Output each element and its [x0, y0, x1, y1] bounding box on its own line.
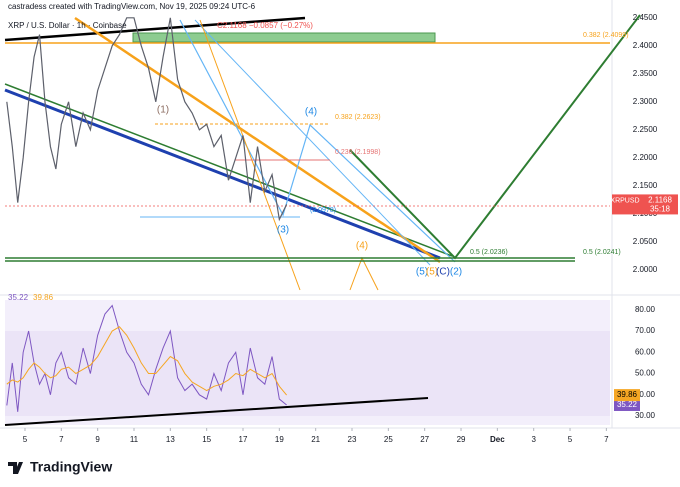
price-line [6, 304, 287, 412]
y-tick-label: 2.3000 [633, 97, 658, 106]
symbol-info: XRP / U.S. Dollar · 1h · Coinbase [8, 21, 127, 30]
credit: castradess created with TradingView.com,… [8, 2, 256, 11]
zone-box [132, 32, 436, 43]
x-tick-label: 9 [95, 435, 100, 444]
rsi-trend-line [4, 397, 429, 426]
annotation: (4) [356, 241, 368, 252]
annotation: 0.5 (2.0236) [470, 249, 508, 256]
y-tick-label: 80.00 [635, 305, 656, 314]
rsi-value: 35.22 [8, 293, 29, 302]
rsi-ma-value: 39.86 [33, 293, 54, 302]
x-tick-label: 7 [59, 435, 64, 444]
rsi-tag-value: 39.86 [617, 390, 638, 399]
trend-line [194, 19, 431, 266]
x-tick-label: 29 [457, 435, 466, 444]
y-tick-label: 30.00 [635, 411, 656, 420]
y-tick-label: 2.4000 [633, 41, 658, 50]
annotation: (1) [157, 105, 169, 116]
rsi-tag-value: 35.22 [617, 400, 638, 409]
x-tick-label: 27 [420, 435, 429, 444]
x-tick-label: Dec [490, 435, 505, 444]
x-tick-label: 3 [531, 435, 536, 444]
x-tick-label: 23 [348, 435, 357, 444]
y-tick-label: 2.1500 [633, 181, 658, 190]
trend-line [4, 88, 441, 260]
y-tick-label: 2.0000 [633, 265, 658, 274]
annotation: 0.236 (2.1998) [335, 149, 381, 156]
drawings [4, 14, 641, 426]
rsi-tag [614, 398, 640, 411]
trend-line [74, 16, 441, 264]
countdown: 35:18 [650, 205, 671, 214]
brand: TradingView [30, 459, 112, 475]
y-tick-label: 2.4500 [633, 13, 658, 22]
annotation: (5) [426, 267, 438, 278]
y-tick-label: 50.00 [635, 369, 656, 378]
rsi-band [5, 331, 610, 416]
x-tick-label: 21 [311, 435, 320, 444]
x-tick-label: 13 [166, 435, 175, 444]
wave-line [199, 19, 301, 291]
annotation: (C) [436, 267, 450, 278]
price-tag [642, 194, 678, 215]
y-tick-label: 40.00 [635, 390, 656, 399]
price-line [6, 326, 287, 396]
annotation: 0.382 (2.2623) [335, 114, 381, 121]
price-line [6, 17, 288, 222]
y-tick-label: 2.0500 [633, 237, 658, 246]
x-tick-label: 5 [568, 435, 573, 444]
annotation: (4) [305, 107, 317, 118]
y-tick-label: 2.3500 [633, 69, 658, 78]
logo: TradingView [8, 459, 112, 475]
quote: C2.1168 −0.0857 (−0.27%) [217, 21, 313, 30]
rsi-tag [614, 389, 640, 402]
y-tick-label: 2.2500 [633, 125, 658, 134]
y-tick-label: 60.00 [635, 347, 656, 356]
price-tag-symbol: XRPUSD [610, 197, 639, 204]
x-tick-label: 19 [275, 435, 284, 444]
annotation: (3) [277, 225, 289, 236]
annotation: (2) [450, 267, 462, 278]
projection-line [349, 14, 641, 260]
annotation: 0.382 (2.4099) [583, 32, 629, 39]
x-tick-label: 15 [202, 435, 211, 444]
logo-mark [8, 462, 23, 474]
x-tick-label: 5 [23, 435, 28, 444]
annotation: (5) [416, 267, 428, 278]
trend-line [4, 83, 453, 257]
wave-line [179, 19, 456, 263]
x-tick-label: 7 [604, 435, 609, 444]
x-tick-label: 17 [239, 435, 248, 444]
y-tick-label: 2.2000 [633, 153, 658, 162]
trend-line [4, 16, 306, 42]
annotation: (2.0978) [310, 207, 336, 214]
annotation: 0.5 (2.0241) [583, 249, 621, 256]
x-tick-label: 25 [384, 435, 393, 444]
wave-line [349, 256, 379, 291]
price-tag-value: 2.1168 [648, 196, 672, 205]
x-tick-label: 11 [130, 435, 139, 444]
y-tick-label: 70.00 [635, 326, 656, 335]
price-tag [612, 194, 642, 215]
